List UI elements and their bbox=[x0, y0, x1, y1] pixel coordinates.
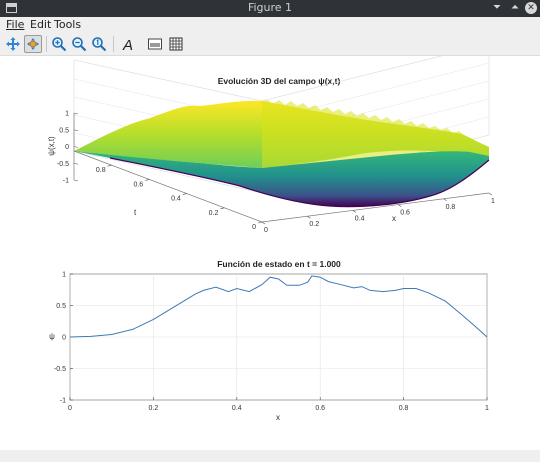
y-tick-label: 1 bbox=[62, 272, 66, 279]
status-bar bbox=[0, 450, 540, 462]
x-tick-label: 0.6 bbox=[315, 405, 325, 412]
menu-edit[interactable]: Edit bbox=[30, 18, 52, 31]
y-tick-label: -0.5 bbox=[54, 366, 66, 373]
line-plot-title: Función de estado en t = 1.000 bbox=[217, 259, 341, 269]
surface-x-tick-label: 0 bbox=[264, 227, 268, 234]
surface-z-tick bbox=[73, 146, 79, 148]
menu-file-label: File bbox=[6, 18, 25, 31]
surface-z-tick-label: 0 bbox=[65, 144, 69, 151]
surface-z-tick bbox=[73, 179, 79, 182]
surface-t-tick bbox=[182, 193, 187, 195]
figure-svg: Evolución 3D del campo ψ(x,t) 0 0.2 0.4 0.6… bbox=[47, 43, 495, 422]
rotate-icon[interactable] bbox=[24, 35, 42, 53]
close-button[interactable]: ✕ bbox=[525, 2, 537, 14]
surface-z-tick-label: -1 bbox=[63, 178, 69, 185]
surface-x-tick-label: 0.2 bbox=[309, 221, 319, 228]
surface-x-tick-label: 0.6 bbox=[400, 210, 410, 217]
surface-t-tick bbox=[107, 164, 112, 167]
menu-tools[interactable]: Tools bbox=[54, 18, 82, 31]
surface-ridges bbox=[262, 100, 489, 168]
surface-x-label: x bbox=[392, 214, 396, 223]
line-plot-y-label: ψ bbox=[49, 332, 55, 341]
surface-x-tick bbox=[398, 204, 402, 207]
psi-series-line bbox=[69, 275, 488, 338]
surface-t-tick-label: 0.8 bbox=[96, 167, 106, 174]
x-tick-label: 0.8 bbox=[399, 405, 409, 412]
surface-plot: Evolución 3D del campo ψ(x,t) 0 0.2 0.4 0.6… bbox=[47, 43, 495, 235]
surface-t-tick-label: 0.2 bbox=[209, 210, 219, 217]
surface-x-tick-label: 1 bbox=[491, 198, 495, 205]
x-tick-label: 0.4 bbox=[232, 405, 242, 412]
zoom-in-icon[interactable] bbox=[50, 35, 68, 53]
surface-z-tick-label: 0.5 bbox=[59, 127, 69, 134]
surface-z-label: ψ(x,t) bbox=[47, 136, 56, 156]
surface-t-tick bbox=[257, 221, 263, 224]
box-edge-x bbox=[261, 192, 490, 223]
y-tick-label: 0 bbox=[62, 335, 66, 342]
line-plot-grid bbox=[69, 273, 488, 401]
x-tick-label: 0.2 bbox=[149, 405, 159, 412]
title-bar: Figure 1 ⏷ ⏶ ✕ bbox=[0, 0, 540, 17]
zoom-reset-icon[interactable] bbox=[90, 35, 108, 53]
surface-z-tick bbox=[73, 112, 79, 115]
surface-t-tick-label: 0.4 bbox=[171, 196, 181, 203]
surface-z-tick bbox=[73, 162, 79, 165]
grid-icon[interactable] bbox=[167, 35, 185, 53]
surface-x-tick-label: 0.8 bbox=[446, 204, 456, 211]
surface-axes: 0 0.2 0.4 0.6 0.8 1 0 0.2 0.4 0.6 0.8 -1 -0.5 0 0.5 1 bbox=[57, 111, 495, 235]
surface-x-tick bbox=[443, 198, 447, 202]
y-tick-label: -1 bbox=[60, 398, 66, 405]
figure-canvas[interactable]: Evolución 3D del campo ψ(x,t) 0 0.2 0.4 0.6… bbox=[0, 43, 540, 450]
menu-file[interactable]: File bbox=[6, 18, 24, 31]
text-icon[interactable]: A bbox=[119, 35, 137, 53]
surface-t-label: t bbox=[134, 208, 137, 217]
pan-icon[interactable] bbox=[4, 35, 22, 53]
surface-z-tick-label: -0.5 bbox=[57, 161, 69, 168]
zoom-out-icon[interactable] bbox=[70, 35, 88, 53]
surface-x-tick bbox=[488, 192, 493, 196]
y-tick-label: 0.5 bbox=[56, 303, 66, 310]
image-icon[interactable] bbox=[146, 35, 164, 53]
line-plot-x-label: x bbox=[276, 413, 280, 422]
toolbar-separator bbox=[46, 36, 47, 52]
menu-bar: File Edit Tools bbox=[0, 17, 540, 33]
surface-t-tick bbox=[220, 207, 225, 210]
surface-front bbox=[74, 151, 489, 207]
window-title: Figure 1 bbox=[247, 1, 293, 14]
surface-z-tick-label: 1 bbox=[65, 111, 69, 118]
surface-x-tick bbox=[352, 210, 356, 213]
svg-text:A: A bbox=[122, 37, 133, 52]
surface-x-tick bbox=[261, 221, 266, 225]
window-icon bbox=[6, 3, 17, 13]
maximize-button[interactable]: ⏶ bbox=[511, 2, 519, 13]
surface-x-tick-label: 0.4 bbox=[355, 215, 365, 222]
surface-title: Evolución 3D del campo ψ(x,t) bbox=[218, 76, 341, 86]
line-plot: Función de estado en t = 1.000 0 0.2 0.4 0.… bbox=[49, 259, 489, 422]
toolbar: A bbox=[0, 33, 540, 56]
x-tick-label: 0 bbox=[68, 405, 72, 412]
surface-z-tick bbox=[73, 129, 79, 132]
box-edge-t bbox=[73, 150, 263, 223]
minimize-button[interactable]: ⏷ bbox=[493, 2, 501, 13]
toolbar-separator bbox=[113, 36, 114, 52]
surface-t-tick bbox=[145, 179, 150, 181]
surface-t-tick-label: 0.6 bbox=[133, 181, 143, 188]
surface-bottom-edge bbox=[109, 157, 490, 208]
surface-t-tick-label: 0 bbox=[252, 224, 256, 231]
x-tick-label: 1 bbox=[485, 405, 489, 412]
surface-x-tick bbox=[307, 215, 311, 219]
